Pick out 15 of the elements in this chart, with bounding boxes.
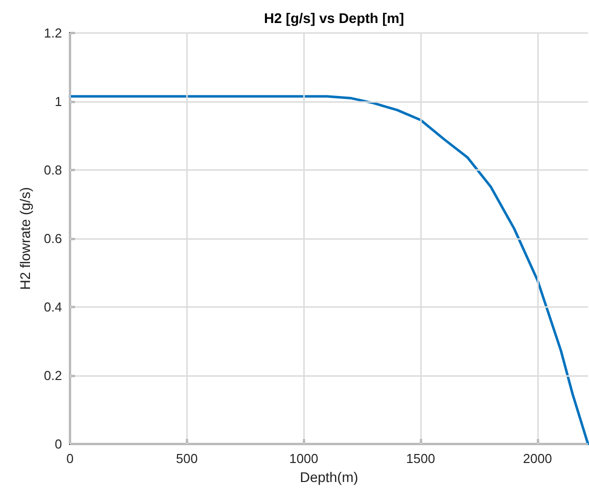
- y-tick-label: 0.4: [44, 300, 62, 314]
- x-axis-title: Depth(m): [300, 468, 358, 485]
- y-tick-label: 0: [54, 436, 62, 452]
- y-tick-label: 1: [54, 94, 62, 109]
- y-tick-label: 1.2: [44, 26, 62, 40]
- x-tick-label: 500: [176, 451, 198, 466]
- y-tick-label: 0.8: [44, 162, 62, 178]
- x-tick-label: 0: [66, 451, 74, 466]
- x-tick-label: 2000: [523, 451, 552, 466]
- y-axis-title: H2 flowrate (g/s): [17, 187, 33, 290]
- chart-title: H2 [g/s] vs Depth [m]: [264, 10, 404, 26]
- x-tick-label: 1000: [289, 451, 318, 466]
- y-tick-label: 0.2: [44, 368, 62, 383]
- y-tick-label: 0.6: [44, 231, 62, 246]
- x-tick-label: 1500: [406, 451, 436, 466]
